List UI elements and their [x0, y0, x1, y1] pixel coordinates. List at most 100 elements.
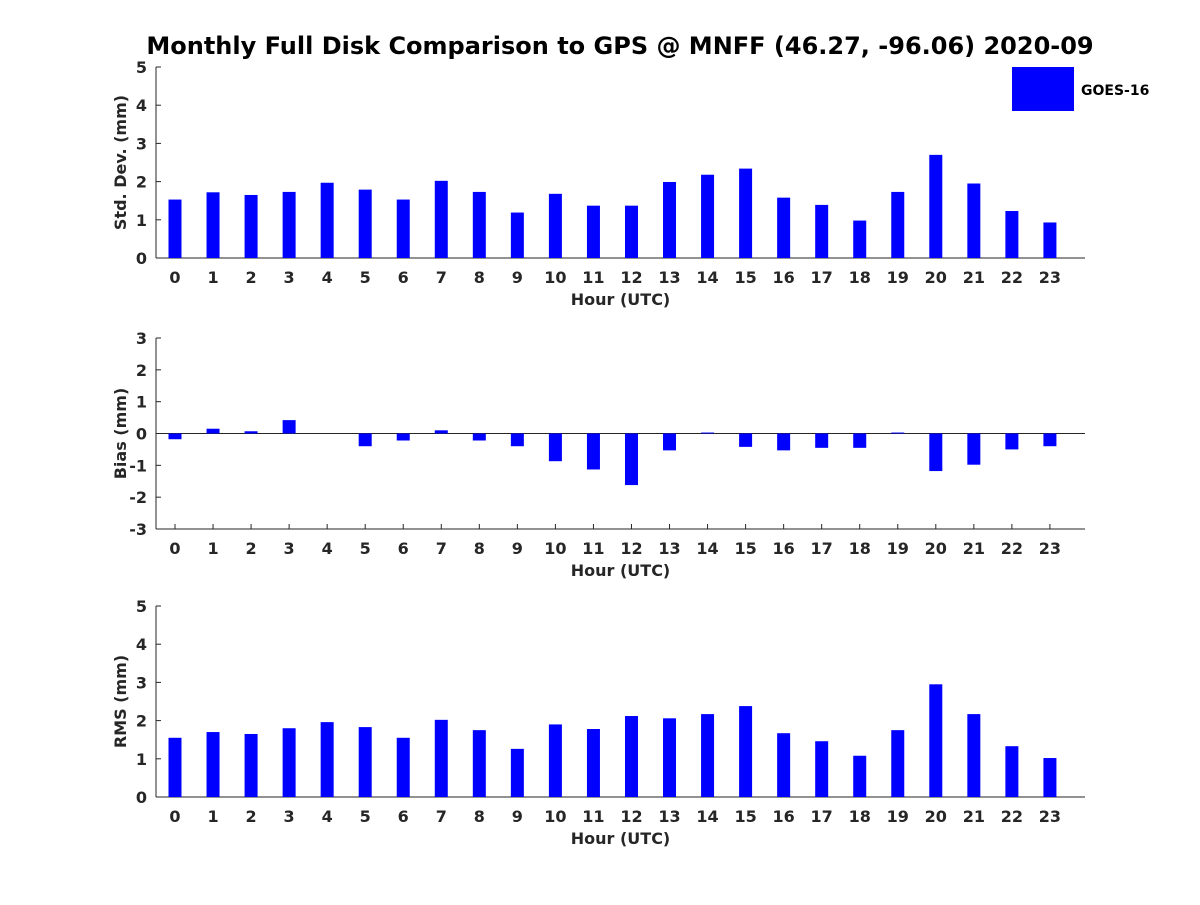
- x-tick-label: 10: [544, 268, 566, 287]
- x-tick-label: 20: [925, 539, 947, 558]
- y-tick-label: -2: [129, 488, 147, 507]
- x-tick-label: 14: [696, 268, 718, 287]
- x-tick-label: 8: [474, 268, 485, 287]
- bar-bias-hour-6: [397, 434, 410, 441]
- x-tick-label: 21: [963, 807, 985, 826]
- x-tick-label: 9: [512, 539, 523, 558]
- bar-bias-hour-13: [663, 434, 676, 451]
- bar-bias-hour-11: [587, 434, 600, 470]
- x-tick-label: 7: [436, 807, 447, 826]
- bar-std_dev-hour-4: [321, 183, 334, 258]
- x-tick-label: 0: [169, 807, 180, 826]
- bar-rms-hour-18: [853, 756, 866, 797]
- bar-rms-hour-23: [1043, 758, 1056, 797]
- y-axis-label: RMS (mm): [111, 655, 130, 748]
- y-tick-label: 1: [136, 211, 147, 230]
- bar-bias-hour-1: [207, 429, 220, 434]
- x-tick-label: 11: [582, 539, 604, 558]
- bar-std_dev-hour-8: [473, 192, 486, 258]
- bar-std_dev-hour-18: [853, 221, 866, 258]
- bar-bias-hour-15: [739, 434, 752, 447]
- x-tick-label: 19: [887, 807, 909, 826]
- x-tick-label: 8: [474, 807, 485, 826]
- x-tick-label: 5: [360, 807, 371, 826]
- x-tick-label: 9: [512, 268, 523, 287]
- bar-bias-hour-22: [1005, 434, 1018, 450]
- x-tick-label: 12: [620, 807, 642, 826]
- bar-bias-hour-9: [511, 434, 524, 447]
- x-tick-label: 12: [620, 539, 642, 558]
- bar-rms-hour-6: [397, 738, 410, 797]
- y-tick-label: -3: [129, 520, 147, 539]
- y-tick-label: 4: [136, 96, 147, 115]
- y-tick-label: 1: [136, 750, 147, 769]
- y-tick-label: 2: [136, 712, 147, 731]
- x-tick-label: 3: [284, 268, 295, 287]
- x-tick-label: 18: [849, 268, 871, 287]
- bar-bias-hour-19: [891, 433, 904, 434]
- bar-std_dev-hour-3: [283, 192, 296, 258]
- x-tick-label: 20: [925, 268, 947, 287]
- x-tick-label: 4: [322, 539, 333, 558]
- x-tick-label: 15: [734, 268, 756, 287]
- x-axis-label: Hour (UTC): [571, 829, 671, 848]
- bar-std_dev-hour-1: [207, 192, 220, 258]
- bar-bias-hour-21: [967, 434, 980, 465]
- bar-std_dev-hour-7: [435, 181, 448, 258]
- y-axis-label: Bias (mm): [111, 388, 130, 480]
- bar-bias-hour-17: [815, 434, 828, 448]
- x-tick-label: 8: [474, 539, 485, 558]
- x-tick-label: 15: [734, 807, 756, 826]
- bar-bias-hour-0: [169, 434, 182, 440]
- x-tick-label: 16: [773, 268, 795, 287]
- x-tick-label: 22: [1001, 807, 1023, 826]
- x-tick-label: 10: [544, 539, 566, 558]
- bar-bias-hour-14: [701, 433, 714, 434]
- legend: GOES-16: [1012, 67, 1149, 111]
- bar-std_dev-hour-17: [815, 205, 828, 258]
- y-tick-label: 3: [136, 329, 147, 348]
- bar-bias-hour-5: [359, 434, 372, 447]
- x-tick-label: 1: [207, 539, 218, 558]
- x-tick-label: 11: [582, 807, 604, 826]
- bar-rms-hour-8: [473, 730, 486, 797]
- x-tick-label: 1: [207, 268, 218, 287]
- legend-label-goes16: GOES-16: [1081, 83, 1149, 99]
- x-tick-label: 23: [1039, 807, 1061, 826]
- x-tick-label: 14: [696, 807, 718, 826]
- x-tick-label: 16: [773, 539, 795, 558]
- bar-rms-hour-17: [815, 741, 828, 797]
- bar-bias-hour-18: [853, 434, 866, 448]
- bar-bias-hour-7: [435, 430, 448, 433]
- bar-rms-hour-9: [511, 749, 524, 797]
- x-tick-label: 22: [1001, 268, 1023, 287]
- x-tick-label: 22: [1001, 539, 1023, 558]
- y-tick-label: 2: [136, 361, 147, 380]
- bar-rms-hour-7: [435, 720, 448, 797]
- x-axis-label: Hour (UTC): [571, 290, 671, 309]
- bar-rms-hour-0: [169, 738, 182, 797]
- x-tick-label: 14: [696, 539, 718, 558]
- bar-rms-hour-13: [663, 718, 676, 797]
- bar-rms-hour-19: [891, 730, 904, 797]
- y-tick-label: 5: [136, 58, 147, 77]
- x-tick-label: 13: [658, 268, 680, 287]
- bar-std_dev-hour-15: [739, 169, 752, 258]
- x-tick-label: 6: [398, 807, 409, 826]
- bar-std_dev-hour-5: [359, 190, 372, 258]
- x-tick-label: 2: [246, 268, 257, 287]
- bar-rms-hour-12: [625, 716, 638, 797]
- x-tick-label: 18: [849, 539, 871, 558]
- y-tick-label: 0: [136, 788, 147, 807]
- x-tick-label: 1: [207, 807, 218, 826]
- bar-rms-hour-2: [245, 734, 258, 797]
- x-tick-label: 9: [512, 807, 523, 826]
- bar-bias-hour-12: [625, 434, 638, 486]
- chart-title: Monthly Full Disk Comparison to GPS @ MN…: [146, 32, 1093, 60]
- x-tick-label: 5: [360, 268, 371, 287]
- bar-rms-hour-3: [283, 728, 296, 797]
- bar-std_dev-hour-16: [777, 198, 790, 258]
